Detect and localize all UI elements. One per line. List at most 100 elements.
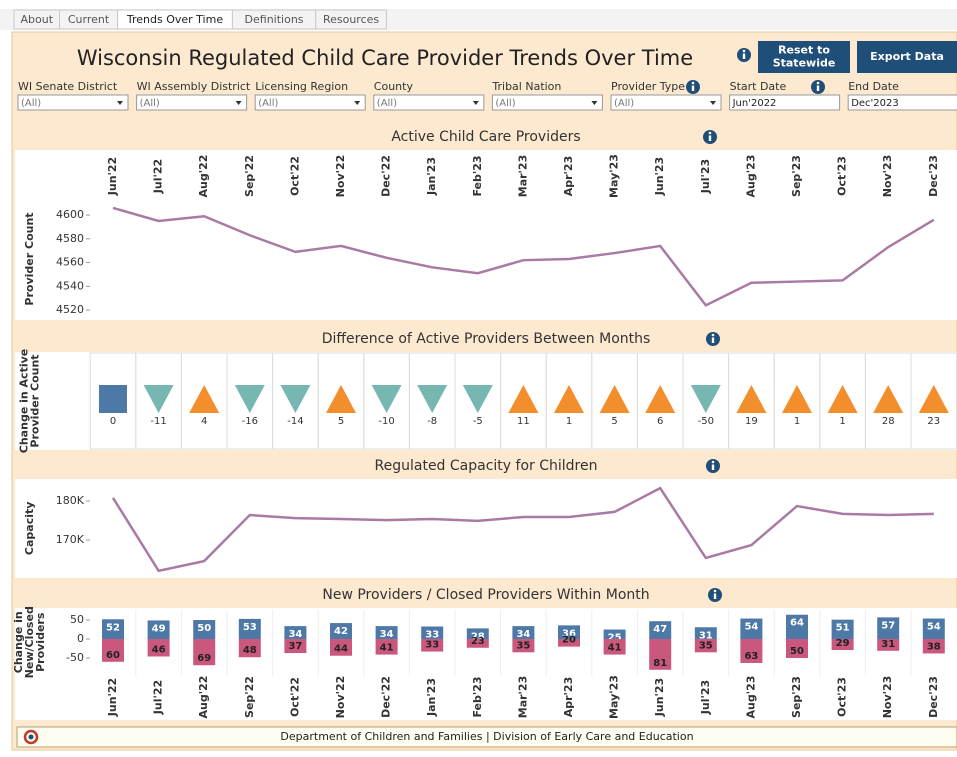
up-triangle bbox=[326, 385, 356, 413]
bar bbox=[603, 629, 626, 640]
info-icon-bar bbox=[708, 135, 712, 141]
x-tick-label: Oct'22 bbox=[288, 156, 301, 196]
x-tick-label: Nov'23 bbox=[881, 155, 894, 198]
filter-value: (All) bbox=[21, 98, 41, 109]
filter-box[interactable] bbox=[847, 94, 957, 111]
y-tick-label: 4580 bbox=[56, 232, 84, 245]
data-label: 46 bbox=[152, 644, 166, 655]
x-tick-label: Oct'23 bbox=[836, 677, 849, 717]
tab-label: About bbox=[20, 13, 53, 26]
y-tick-label: 50 bbox=[70, 613, 84, 626]
bar bbox=[786, 614, 808, 640]
info-icon-dot bbox=[711, 333, 715, 337]
x-tick-label: Nov'22 bbox=[334, 676, 347, 719]
data-label: 34 bbox=[380, 629, 394, 640]
filter-box[interactable] bbox=[136, 94, 248, 111]
x-tick-label: Jan'23 bbox=[425, 157, 438, 196]
y-axis-title: Provider Count bbox=[23, 212, 36, 305]
data-label: 42 bbox=[334, 626, 348, 637]
x-tick-label: Jul'22 bbox=[152, 159, 165, 194]
tab[interactable] bbox=[315, 9, 387, 30]
x-tick-label: Sep'23 bbox=[790, 155, 803, 197]
filter-label: Tribal Nation bbox=[491, 80, 561, 93]
x-tick-label: May'23 bbox=[608, 675, 621, 719]
filter-value: (All) bbox=[377, 98, 397, 109]
x-tick-label: Jun'23 bbox=[653, 678, 666, 717]
dropdown-arrow bbox=[472, 101, 479, 105]
x-tick-label: Jun'22 bbox=[106, 678, 119, 717]
bar bbox=[786, 639, 808, 659]
data-label: 54 bbox=[744, 622, 758, 633]
filter-label: Licensing Region bbox=[255, 80, 348, 93]
button-label: Export Data bbox=[870, 50, 944, 63]
filter-box[interactable] bbox=[491, 94, 603, 111]
info-icon-bar bbox=[713, 593, 717, 599]
bar bbox=[558, 625, 580, 640]
bar bbox=[649, 621, 672, 640]
x-tick-label: Nov'23 bbox=[881, 676, 894, 719]
button[interactable] bbox=[857, 41, 957, 73]
bar bbox=[740, 618, 763, 640]
bar bbox=[330, 639, 352, 656]
data-label: 33 bbox=[425, 629, 439, 640]
bar bbox=[649, 639, 672, 670]
y-tick-label: 4540 bbox=[56, 279, 84, 292]
down-triangle bbox=[280, 385, 311, 413]
data-label: 34 bbox=[516, 629, 530, 640]
data-label: 54 bbox=[927, 622, 941, 633]
data-label: 41 bbox=[608, 643, 622, 654]
filter-box[interactable] bbox=[610, 94, 722, 111]
chart-panel bbox=[15, 479, 957, 578]
x-tick-label: Feb'23 bbox=[471, 155, 484, 196]
up-triangle bbox=[508, 385, 539, 413]
chart-title: Difference of Active Providers Between M… bbox=[322, 331, 651, 347]
bar bbox=[877, 617, 900, 640]
info-icon-bar bbox=[711, 337, 715, 343]
bar bbox=[147, 620, 170, 640]
data-label: -11 bbox=[150, 416, 166, 427]
data-label: 6 bbox=[657, 416, 663, 427]
bar bbox=[466, 639, 489, 648]
filter-value: (All) bbox=[140, 98, 160, 109]
chart-title: New Providers / Closed Providers Within … bbox=[322, 587, 649, 603]
filter-label: Provider Type bbox=[611, 80, 685, 93]
x-tick-label: Feb'23 bbox=[471, 676, 484, 717]
filter-value: (All) bbox=[614, 98, 634, 109]
data-label: 69 bbox=[197, 653, 211, 664]
bar bbox=[512, 639, 535, 653]
dropdown-arrow bbox=[117, 101, 123, 105]
x-tick-label: Dec'22 bbox=[380, 676, 393, 718]
filter-box[interactable] bbox=[373, 94, 485, 111]
bar bbox=[102, 619, 124, 640]
filter-box[interactable] bbox=[729, 94, 841, 111]
bar bbox=[375, 626, 398, 640]
down-triangle bbox=[143, 385, 174, 413]
tab-label: Resources bbox=[323, 13, 379, 26]
data-label: 50 bbox=[197, 623, 211, 634]
dropdown-arrow bbox=[354, 101, 361, 105]
data-label: 52 bbox=[106, 622, 120, 633]
x-tick-label: Dec'23 bbox=[927, 676, 940, 718]
data-label: 25 bbox=[608, 633, 622, 644]
info-icon-dot bbox=[713, 589, 717, 593]
data-label: 19 bbox=[745, 416, 758, 427]
data-label: 23 bbox=[927, 416, 940, 427]
down-triangle bbox=[371, 385, 402, 413]
filter-box[interactable] bbox=[17, 94, 129, 111]
x-tick-label: Jun'23 bbox=[653, 157, 666, 196]
x-tick-label: Sep'22 bbox=[243, 155, 256, 197]
tab-label: Current bbox=[68, 13, 110, 26]
data-label: 35 bbox=[516, 640, 530, 651]
dashboard-title: Wisconsin Regulated Child Care Provider … bbox=[77, 46, 693, 70]
x-tick-label: Mar'23 bbox=[516, 155, 529, 197]
x-tick-label: Apr'23 bbox=[562, 677, 575, 718]
y-axis-title: Providers bbox=[34, 612, 47, 672]
x-tick-label: Dec'22 bbox=[380, 155, 393, 197]
button[interactable] bbox=[758, 41, 850, 73]
data-label: -5 bbox=[473, 416, 483, 427]
filter-value: (All) bbox=[258, 98, 278, 109]
bar bbox=[375, 639, 398, 655]
filter-value: Dec'2023 bbox=[851, 98, 899, 109]
filter-box[interactable] bbox=[254, 94, 366, 111]
tab-label: Trends Over Time bbox=[126, 13, 223, 26]
